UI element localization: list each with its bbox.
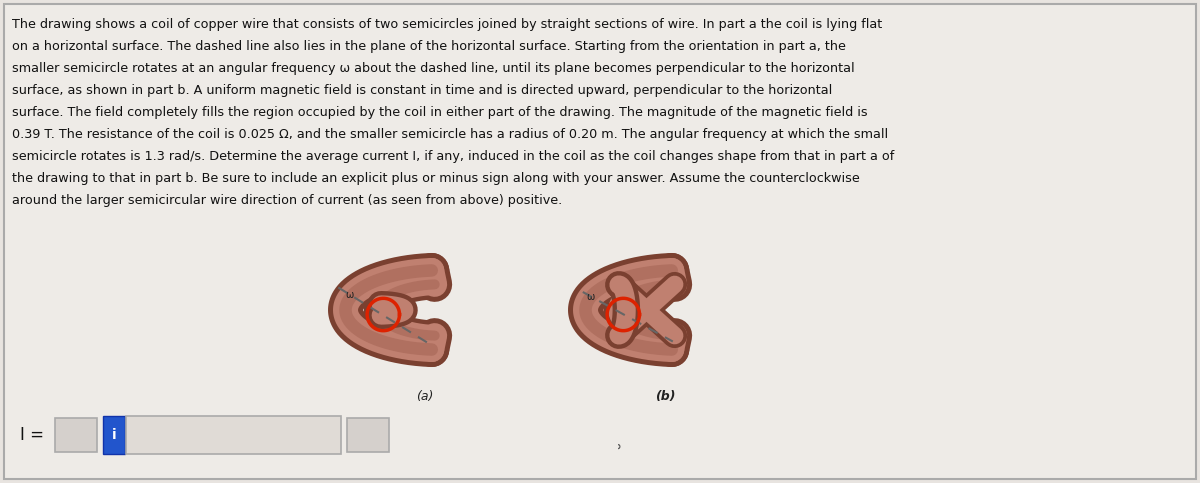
Text: ω: ω (587, 292, 595, 301)
Text: I =: I = (20, 426, 44, 444)
Text: around the larger semicircular wire direction of current (as seen from above) po: around the larger semicircular wire dire… (12, 194, 563, 207)
Text: 0.39 T. The resistance of the coil is 0.025 Ω, and the smaller semicircle has a : 0.39 T. The resistance of the coil is 0.… (12, 128, 888, 141)
FancyBboxPatch shape (347, 418, 389, 452)
FancyBboxPatch shape (55, 418, 97, 452)
Text: surface, as shown in part b. A uniform magnetic field is constant in time and is: surface, as shown in part b. A uniform m… (12, 84, 833, 97)
Text: smaller semicircle rotates at an angular frequency ω about the dashed line, unti: smaller semicircle rotates at an angular… (12, 62, 854, 75)
Text: surface. The field completely fills the region occupied by the coil in either pa: surface. The field completely fills the … (12, 106, 868, 119)
Text: ω: ω (344, 290, 353, 299)
Text: ʾ: ʾ (617, 444, 623, 462)
Text: (a): (a) (416, 390, 433, 403)
FancyBboxPatch shape (4, 4, 1196, 479)
Text: semicircle rotates is 1.3 rad/s. Determine the average current I, if any, induce: semicircle rotates is 1.3 rad/s. Determi… (12, 150, 894, 163)
FancyBboxPatch shape (126, 416, 341, 454)
Text: (b): (b) (655, 390, 676, 403)
Text: the drawing to that in part b. Be sure to include an explicit plus or minus sign: the drawing to that in part b. Be sure t… (12, 172, 859, 185)
FancyBboxPatch shape (103, 416, 125, 454)
Text: on a horizontal surface. The dashed line also lies in the plane of the horizonta: on a horizontal surface. The dashed line… (12, 40, 846, 53)
Text: i: i (112, 428, 116, 442)
Text: The drawing shows a coil of copper wire that consists of two semicircles joined : The drawing shows a coil of copper wire … (12, 18, 882, 31)
